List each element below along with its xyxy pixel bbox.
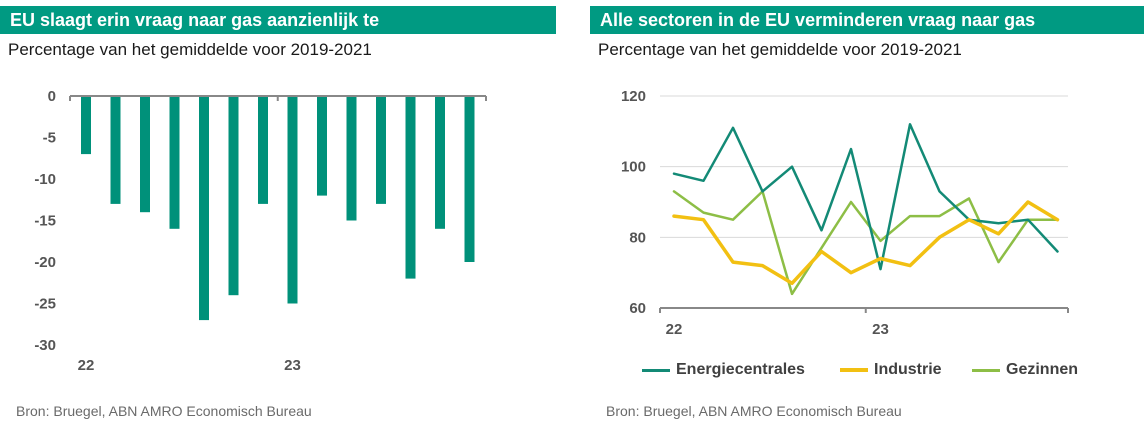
y-tick-label: 80 — [629, 229, 646, 246]
bar — [110, 96, 121, 204]
line-chart: 60 80 100 120 22 23 — [621, 88, 1069, 338]
y-tick-label: 0 — [48, 88, 56, 105]
x-tick-label: 22 — [78, 357, 95, 374]
left-chart-source: Bron: Bruegel, ABN AMRO Economisch Burea… — [16, 403, 312, 419]
right-chart-title: Alle sectoren in de EU verminderen vraag… — [590, 6, 1144, 34]
legend-label-industrie: Industrie — [874, 361, 942, 378]
legend-swatch-industrie — [840, 368, 868, 372]
left-chart-subtitle: Percentage van het gemiddelde voor 2019-… — [8, 40, 372, 59]
legend-item-gezinnen: Gezinnen — [972, 359, 1078, 381]
bar — [81, 96, 91, 155]
y-tick-label: -5 — [43, 130, 56, 147]
right-chart-subtitle: Percentage van het gemiddelde voor 2019-… — [598, 40, 962, 59]
bar — [464, 96, 475, 262]
bar-chart: 0 -5 -10 -15 -20 -25 -30 22 23 — [34, 88, 487, 374]
x-tick-label: 23 — [284, 357, 301, 374]
y-tick-label: -15 — [34, 213, 56, 230]
legend-item-energiecentrales: Energiecentrales — [642, 359, 805, 381]
bar — [140, 96, 150, 213]
series-line-industrie — [672, 200, 1060, 286]
bar — [258, 96, 268, 204]
right-chart-source: Bron: Bruegel, ABN AMRO Economisch Burea… — [606, 403, 902, 419]
x-tick-label: 23 — [872, 321, 889, 338]
y-tick-label: 100 — [621, 159, 646, 176]
left-chart-panel: EU slaagt erin vraag naar gas aanzienlij… — [0, 0, 560, 429]
y-tick-label: 60 — [629, 300, 646, 317]
y-tick-label: 120 — [621, 88, 646, 105]
bar — [169, 96, 180, 229]
legend-item-industrie: Industrie — [840, 359, 942, 381]
legend-label-energiecentrales: Energiecentrales — [676, 361, 805, 378]
bar — [228, 96, 239, 296]
x-tick-label: 22 — [666, 321, 683, 338]
bar — [405, 96, 416, 279]
left-chart-title: EU slaagt erin vraag naar gas aanzienlij… — [0, 6, 556, 34]
legend-swatch-gezinnen — [972, 368, 1000, 372]
bar — [376, 96, 386, 204]
bar — [435, 96, 445, 229]
right-chart-panel: Alle sectoren in de EU verminderen vraag… — [590, 0, 1147, 429]
y-tick-label: -25 — [34, 296, 56, 313]
line-chart-legend: Energiecentrales Industrie Gezinnen — [642, 359, 1122, 381]
series-line-gezinnen — [672, 190, 1059, 296]
series-line-energiecentrales — [672, 123, 1059, 271]
bar — [287, 96, 298, 304]
bar — [199, 96, 209, 321]
legend-swatch-energiecentrales — [642, 368, 670, 372]
legend-label-gezinnen: Gezinnen — [1006, 361, 1079, 378]
y-tick-label: -30 — [34, 337, 56, 354]
bar — [317, 96, 327, 196]
y-tick-label: -10 — [34, 171, 56, 188]
y-tick-label: -20 — [34, 254, 56, 271]
bar — [346, 96, 357, 221]
